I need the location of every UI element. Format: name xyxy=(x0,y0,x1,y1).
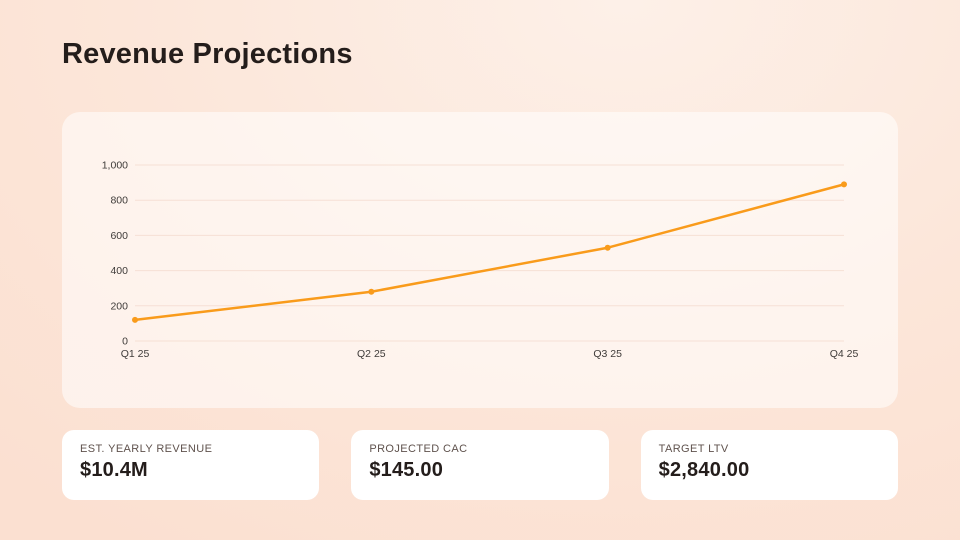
stat-value: $10.4M xyxy=(80,459,148,481)
stat-card-est-yearly-revenue: EST. YEARLY REVENUE $10.4M xyxy=(62,430,320,500)
page-title: Revenue Projections xyxy=(62,38,353,70)
svg-text:1,000: 1,000 xyxy=(102,160,128,172)
svg-text:Q3 25: Q3 25 xyxy=(593,348,622,360)
stat-card-projected-cac: PROJECTED CAC $145.00 xyxy=(351,430,609,500)
stat-label: PROJECTED CAC xyxy=(369,443,468,455)
stat-label: EST. YEARLY REVENUE xyxy=(80,443,213,455)
chart-panel: 0 200 400 600 800 1,000 Q1 25 Q2 25 Q3 25 Q4 25 xyxy=(62,112,898,408)
stat-card-target-ltv: TARGET LTV $2,840.00 xyxy=(640,430,898,500)
svg-text:Q1 25: Q1 25 xyxy=(121,348,150,360)
svg-text:Q4 25: Q4 25 xyxy=(830,348,859,360)
svg-text:0: 0 xyxy=(122,336,128,348)
svg-text:Q2 25: Q2 25 xyxy=(357,348,386,360)
stat-value: $145.00 xyxy=(369,459,444,481)
revenue-line-chart: 0 200 400 600 800 1,000 Q1 25 Q2 25 Q3 25 Q4 25 xyxy=(102,160,859,361)
stat-label: TARGET LTV xyxy=(658,443,729,455)
svg-text:400: 400 xyxy=(110,265,128,277)
svg-text:600: 600 xyxy=(110,230,128,242)
stat-cards-row: EST. YEARLY REVENUE $10.4M PROJECTED CAC… xyxy=(62,430,898,500)
stat-value: $2,840.00 xyxy=(658,459,750,481)
svg-text:200: 200 xyxy=(110,300,128,312)
svg-text:800: 800 xyxy=(110,195,128,207)
